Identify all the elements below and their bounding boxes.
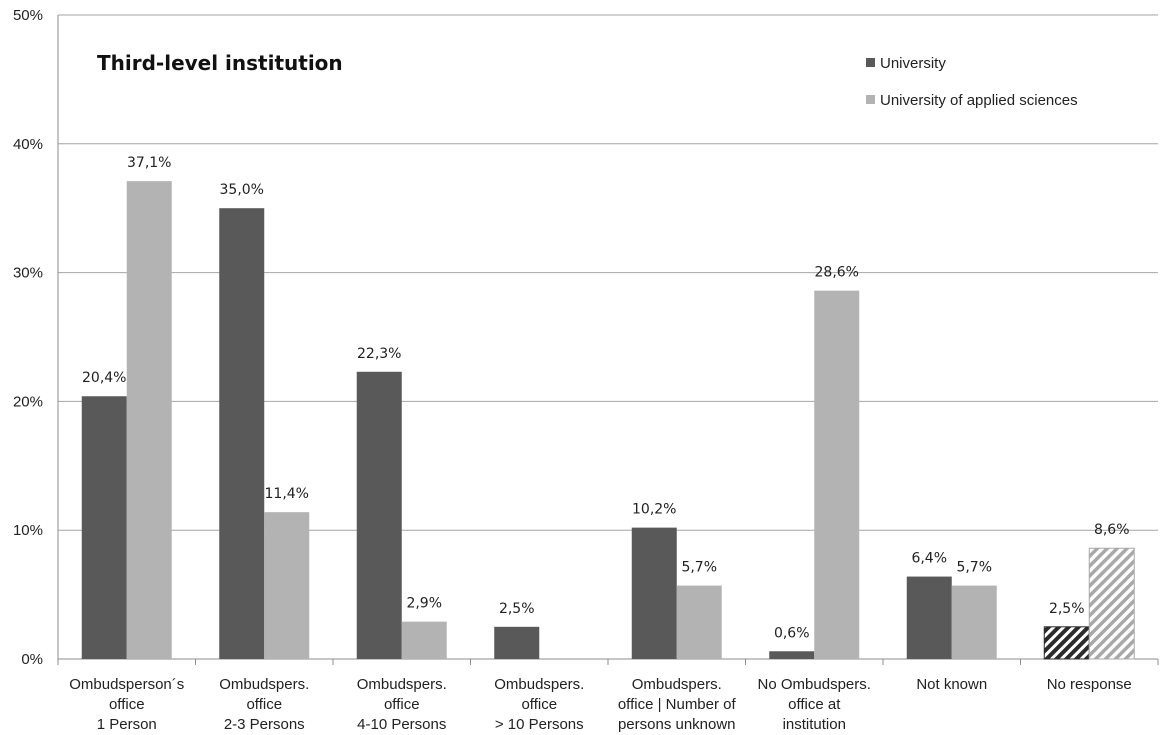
- category-label-line: office: [109, 696, 145, 713]
- category-label-line: No Ombudspers.: [758, 676, 871, 693]
- category-label: Ombudspers. office 2-3 Persons: [219, 676, 309, 733]
- bar-university: [769, 651, 815, 659]
- bar-university: [219, 208, 265, 659]
- data-label: 8,6%: [1094, 522, 1130, 538]
- y-tick-label: 0%: [21, 651, 43, 668]
- category-label: Ombudsperson´s office 1 Person: [69, 676, 184, 733]
- bar-applied-sciences: [401, 621, 447, 659]
- category-label-line: 2-3 Persons: [224, 716, 305, 733]
- data-label: 6,4%: [911, 551, 947, 567]
- bar-university: [631, 527, 677, 659]
- bar-applied-sciences: [951, 585, 997, 659]
- legend-swatch-applied-sciences: [866, 95, 875, 104]
- bar-university: [81, 396, 127, 659]
- y-tick-label: 30%: [13, 265, 43, 282]
- bar-university: [494, 626, 540, 659]
- category-label-line: 4-10 Persons: [357, 716, 446, 733]
- category-label-line: Ombudspers.: [494, 676, 584, 693]
- data-label: 11,4%: [265, 486, 309, 502]
- category-label-line: persons unknown: [618, 716, 736, 733]
- data-label: 2,9%: [406, 596, 442, 612]
- category-label: No response: [1047, 676, 1132, 693]
- data-label: 10,2%: [632, 502, 676, 518]
- bar-applied-sciences: [814, 290, 860, 659]
- category-label-line: Ombudspers.: [219, 676, 309, 693]
- y-tick-label: 50%: [13, 7, 43, 24]
- y-axis-ticks: 0% 10% 20% 30% 40% 50%: [13, 7, 43, 668]
- data-label: 35,0%: [220, 182, 264, 198]
- category-label: Not known: [916, 676, 987, 693]
- bar-applied-sciences: [126, 181, 172, 660]
- bar-applied-sciences: [264, 512, 310, 659]
- bar-university: [906, 576, 952, 659]
- bar-university: [356, 371, 402, 659]
- data-label: 5,7%: [956, 560, 992, 576]
- data-label: 2,5%: [499, 601, 535, 617]
- category-label-line: Ombudsperson´s: [69, 676, 184, 693]
- category-label: Ombudspers. office 4-10 Persons: [357, 676, 447, 733]
- data-label: 5,7%: [681, 560, 717, 576]
- category-label-line: Ombudspers.: [632, 676, 722, 693]
- category-label-line: institution: [783, 716, 846, 733]
- y-tick-label: 20%: [13, 393, 43, 410]
- category-label-line: office: [384, 696, 420, 713]
- y-tick-label: 40%: [13, 136, 43, 153]
- x-axis-categories: Ombudsperson´s office 1 Person Ombudspers. o…: [69, 676, 1132, 733]
- chart-title: Third-level institution: [97, 51, 343, 75]
- bar-applied-sciences: [1088, 547, 1135, 660]
- category-label-line: office: [521, 696, 557, 713]
- category-label-line: Ombudspers.: [357, 676, 447, 693]
- legend-label-applied-sciences: University of applied sciences: [880, 92, 1078, 109]
- data-label: 0,6%: [774, 625, 810, 641]
- data-label: 28,6%: [815, 265, 859, 281]
- data-label: 20,4%: [82, 370, 126, 386]
- category-label: Ombudspers. office | Number of persons unk…: [618, 676, 737, 733]
- category-label-line: No response: [1047, 676, 1132, 693]
- category-label: Ombudspers. office > 10 Persons: [494, 676, 584, 733]
- legend: University University of applied science…: [866, 55, 1078, 109]
- data-label: 2,5%: [1049, 601, 1085, 617]
- category-label-line: office: [246, 696, 282, 713]
- legend-swatch-university: [866, 58, 875, 67]
- category-label-line: office | Number of: [618, 696, 737, 713]
- legend-label-university: University: [880, 55, 946, 72]
- bar-university: [1043, 626, 1090, 660]
- data-labels: 20,4% 37,1% 35,0% 11,4% 22,3% 2,9% 2,5% 10,2% 5,…: [82, 155, 1130, 641]
- category-label: No Ombudspers. office at institution: [758, 676, 871, 733]
- category-label-line: Not known: [916, 676, 987, 693]
- data-label: 22,3%: [357, 346, 401, 362]
- y-tick-label: 10%: [13, 522, 43, 539]
- data-label: 37,1%: [127, 155, 171, 171]
- bar-applied-sciences: [676, 585, 722, 659]
- category-label-line: office at: [788, 696, 841, 713]
- category-label-line: 1 Person: [97, 716, 157, 733]
- bars: [81, 181, 1135, 660]
- category-label-line: > 10 Persons: [495, 716, 584, 733]
